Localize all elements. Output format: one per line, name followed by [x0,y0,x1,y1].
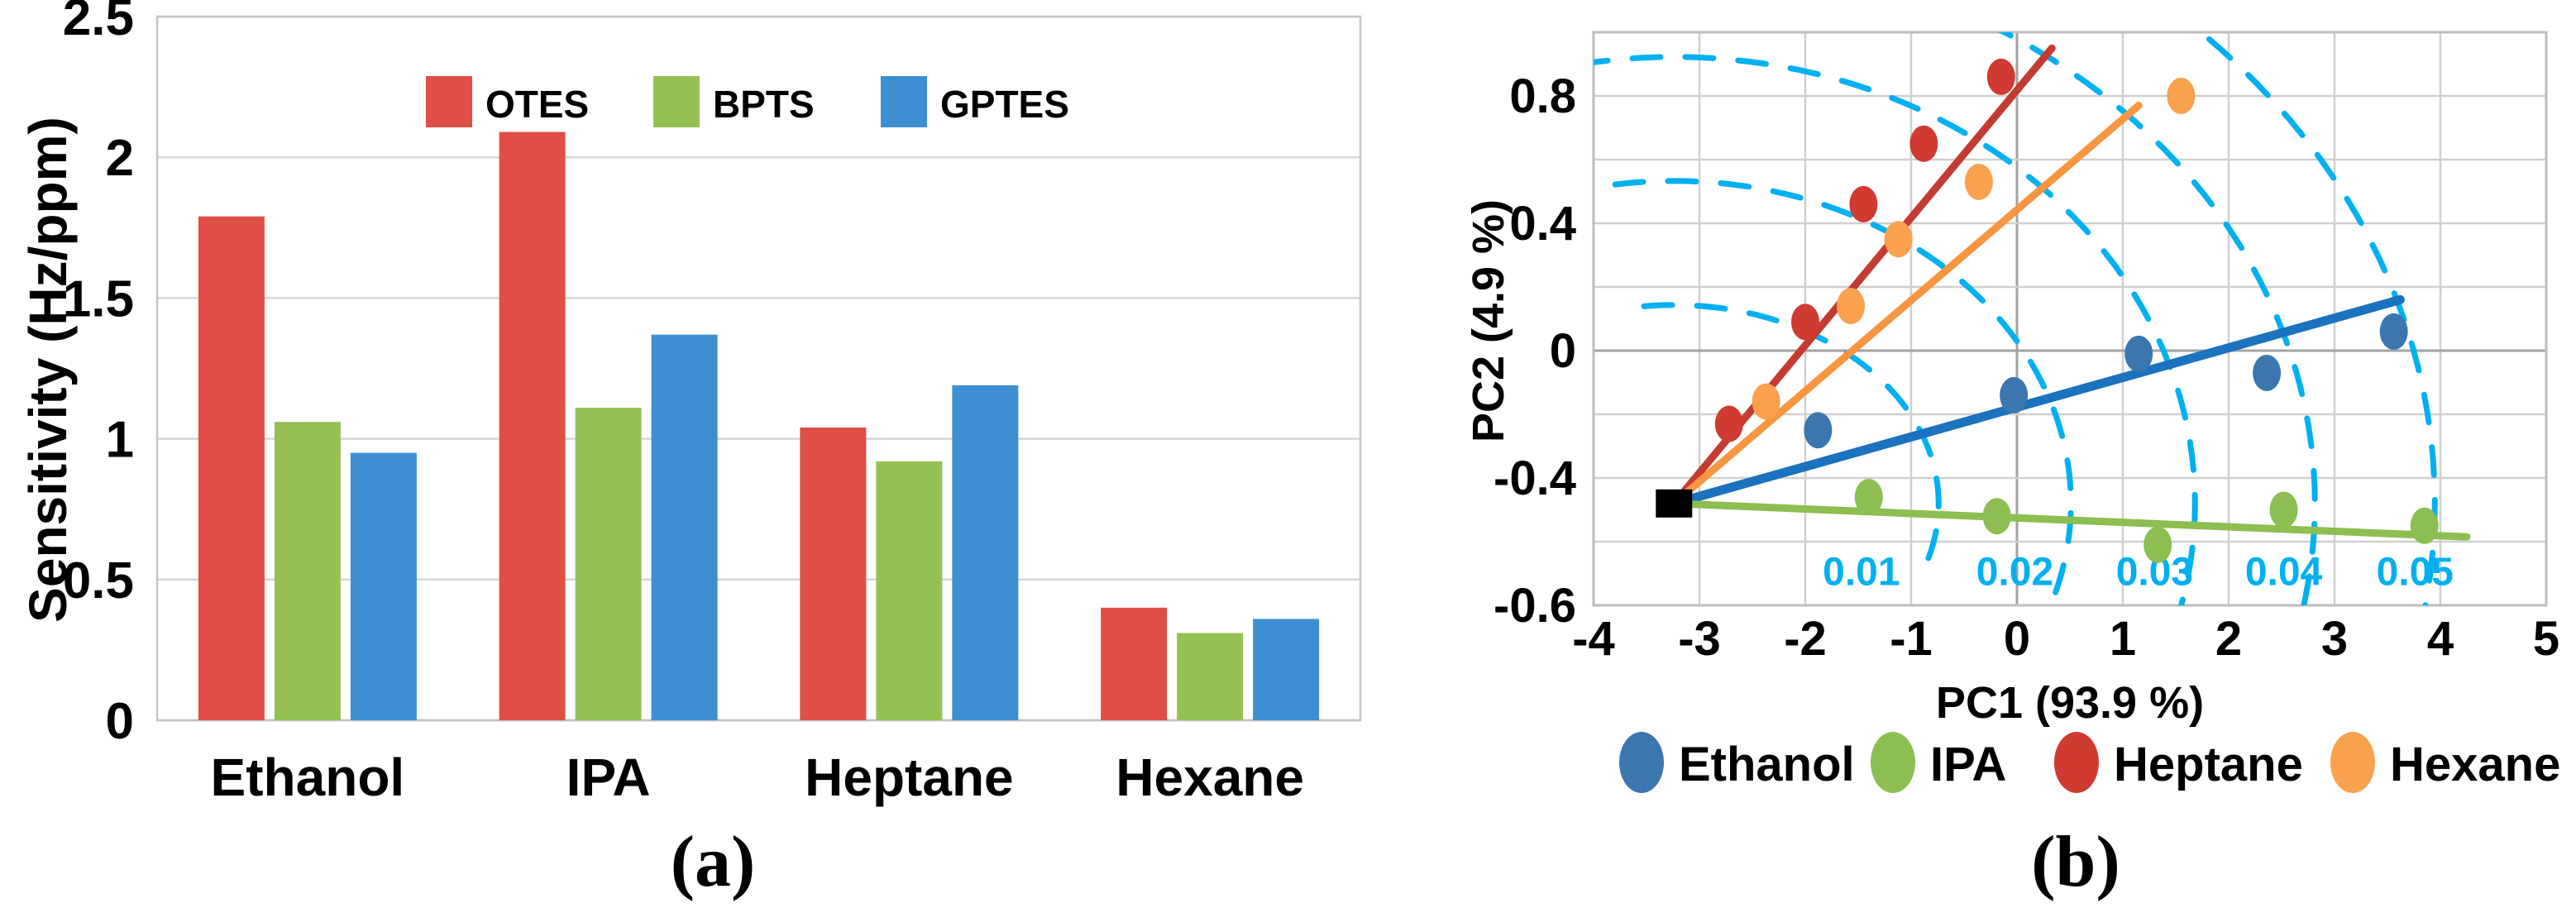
y-tick-label: 0.5 [63,552,134,609]
bar-gptes-heptane [952,385,1019,720]
x-tick-label: 0 [2004,612,2030,666]
point-heptane-3 [1849,185,1878,222]
point-ethanol-5 [2379,313,2408,350]
legend-label-otes: OTES [485,83,589,126]
category-label-heptane: Heptane [805,748,1014,807]
chart-a-y-axis-title: Sensitivity (Hz/ppm) [18,117,78,623]
point-ipa-3 [2143,526,2172,563]
caption-a: (a) [670,822,756,902]
legend-marker-ipa [1871,732,1915,793]
arc-label-0.01: 0.01 [1823,551,1900,595]
point-heptane-1 [1714,405,1743,442]
point-heptane-4 [1909,125,1938,162]
plot-border [155,15,1362,722]
trend-line-hexane [1670,102,2143,508]
concentration-arc-0.01 [1625,302,1942,562]
point-hexane-3 [1884,221,1913,258]
chart-b-y-axis-title: PC2 (4.9 %) [1464,198,1513,443]
category-label-ipa: IPA [566,748,651,807]
point-hexane-2 [1837,288,1866,325]
bar-bpts-ethanol [274,422,341,720]
point-ethanol-4 [2253,354,2282,391]
legend-marker-heptane [2054,732,2099,793]
arc-label-0.05: 0.05 [2377,551,2454,595]
point-ipa-5 [2410,507,2439,544]
legend-label-gptes: GPTES [940,83,1069,126]
y-tick-label: -0.4 [1494,452,1576,505]
chart-b-x-axis-title: PC1 (93.9 %) [1935,678,2205,728]
point-ethanol-2 [2000,376,2029,413]
point-hexane-1 [1752,383,1780,420]
x-tick-label: 1 [2110,612,2136,666]
plot-border [1592,31,2548,607]
y-tick-label: 0 [1550,324,1576,378]
y-tick-label: 2 [106,130,134,187]
x-tick-label: -4 [1572,612,1615,666]
y-tick-label: 0 [106,693,134,750]
category-label-hexane: Hexane [1116,748,1304,807]
x-tick-label: -3 [1678,612,1721,666]
bar-otes-ethanol [198,216,265,721]
x-tick-label: 5 [2533,612,2559,666]
caption-b: (b) [2031,822,2120,902]
origin-square-marker [1656,489,1693,518]
legend-label-heptane: Heptane [2114,738,2303,791]
bar-bpts-ipa [575,408,642,720]
legend-marker-hexane [2330,732,2375,793]
legend-label-bpts: BPTS [713,83,815,126]
y-tick-label: 0.4 [1509,197,1576,251]
point-hexane-4 [1964,163,1993,200]
legend-label-ipa: IPA [1930,738,2006,791]
point-ethanol-3 [2124,335,2153,372]
concentration-arc-0.05 [2196,32,2438,605]
x-tick-label: -1 [1890,612,1933,666]
x-tick-label: 3 [2321,612,2348,666]
legend-swatch-bpts [653,76,700,127]
arc-label-0.04: 0.04 [2245,551,2323,595]
bar-otes-heptane [800,427,867,720]
legend-label-ethanol: Ethanol [1679,738,1855,791]
concentration-arc-0.03 [1594,54,2198,605]
bar-gptes-ipa [651,334,718,720]
y-tick-label: 1 [106,412,134,469]
bar-gptes-hexane [1253,619,1320,720]
legend-swatch-otes [426,76,472,127]
point-heptane-5 [1986,58,2015,95]
point-ethanol-1 [1804,412,1833,449]
x-tick-label: 2 [2215,612,2242,666]
point-hexane-5 [2167,78,2196,114]
pca-scatter-panel-b: -4 -3 -2 -1 0 1 2 3 4 5 0.8 0.4 0 -0.4 -0.6 0.01 0.02 0.0… [1494,31,2560,793]
y-tick-label: -0.6 [1494,579,1576,633]
y-tick-label: 1.5 [63,270,134,327]
bar-chart-panel-a: 0 0.5 1 1.5 2 2.5 Ethanol IPA Heptane Hexane OTES B… [63,0,1362,807]
point-ipa-1 [1854,479,1883,516]
bar-otes-hexane [1101,607,1168,720]
arc-label-0.02: 0.02 [1976,551,2053,595]
point-heptane-2 [1791,303,1819,341]
concentration-arc-0.02 [1602,178,2074,595]
bar-gptes-ethanol [350,452,417,720]
x-tick-label: -2 [1784,612,1827,666]
legend-swatch-gptes [881,76,927,127]
legend-label-hexane: Hexane [2390,738,2560,791]
bar-bpts-hexane [1177,633,1244,720]
bar-otes-ipa [499,131,566,721]
category-label-ethanol: Ethanol [211,748,405,807]
y-tick-label: 0.8 [1509,69,1576,123]
concentration-arc-0.04 [1998,32,2318,605]
x-tick-label: 4 [2427,612,2454,666]
trend-line-ethanol [1669,294,2405,509]
legend-marker-ethanol [1619,732,1664,793]
trend-line-ipa [1670,499,2471,541]
concentration-arcs-group [1594,32,2438,605]
bar-bpts-heptane [876,461,943,720]
y-tick-label: 2.5 [63,0,134,46]
point-ipa-4 [2269,491,2298,528]
point-ipa-2 [1982,498,2011,535]
